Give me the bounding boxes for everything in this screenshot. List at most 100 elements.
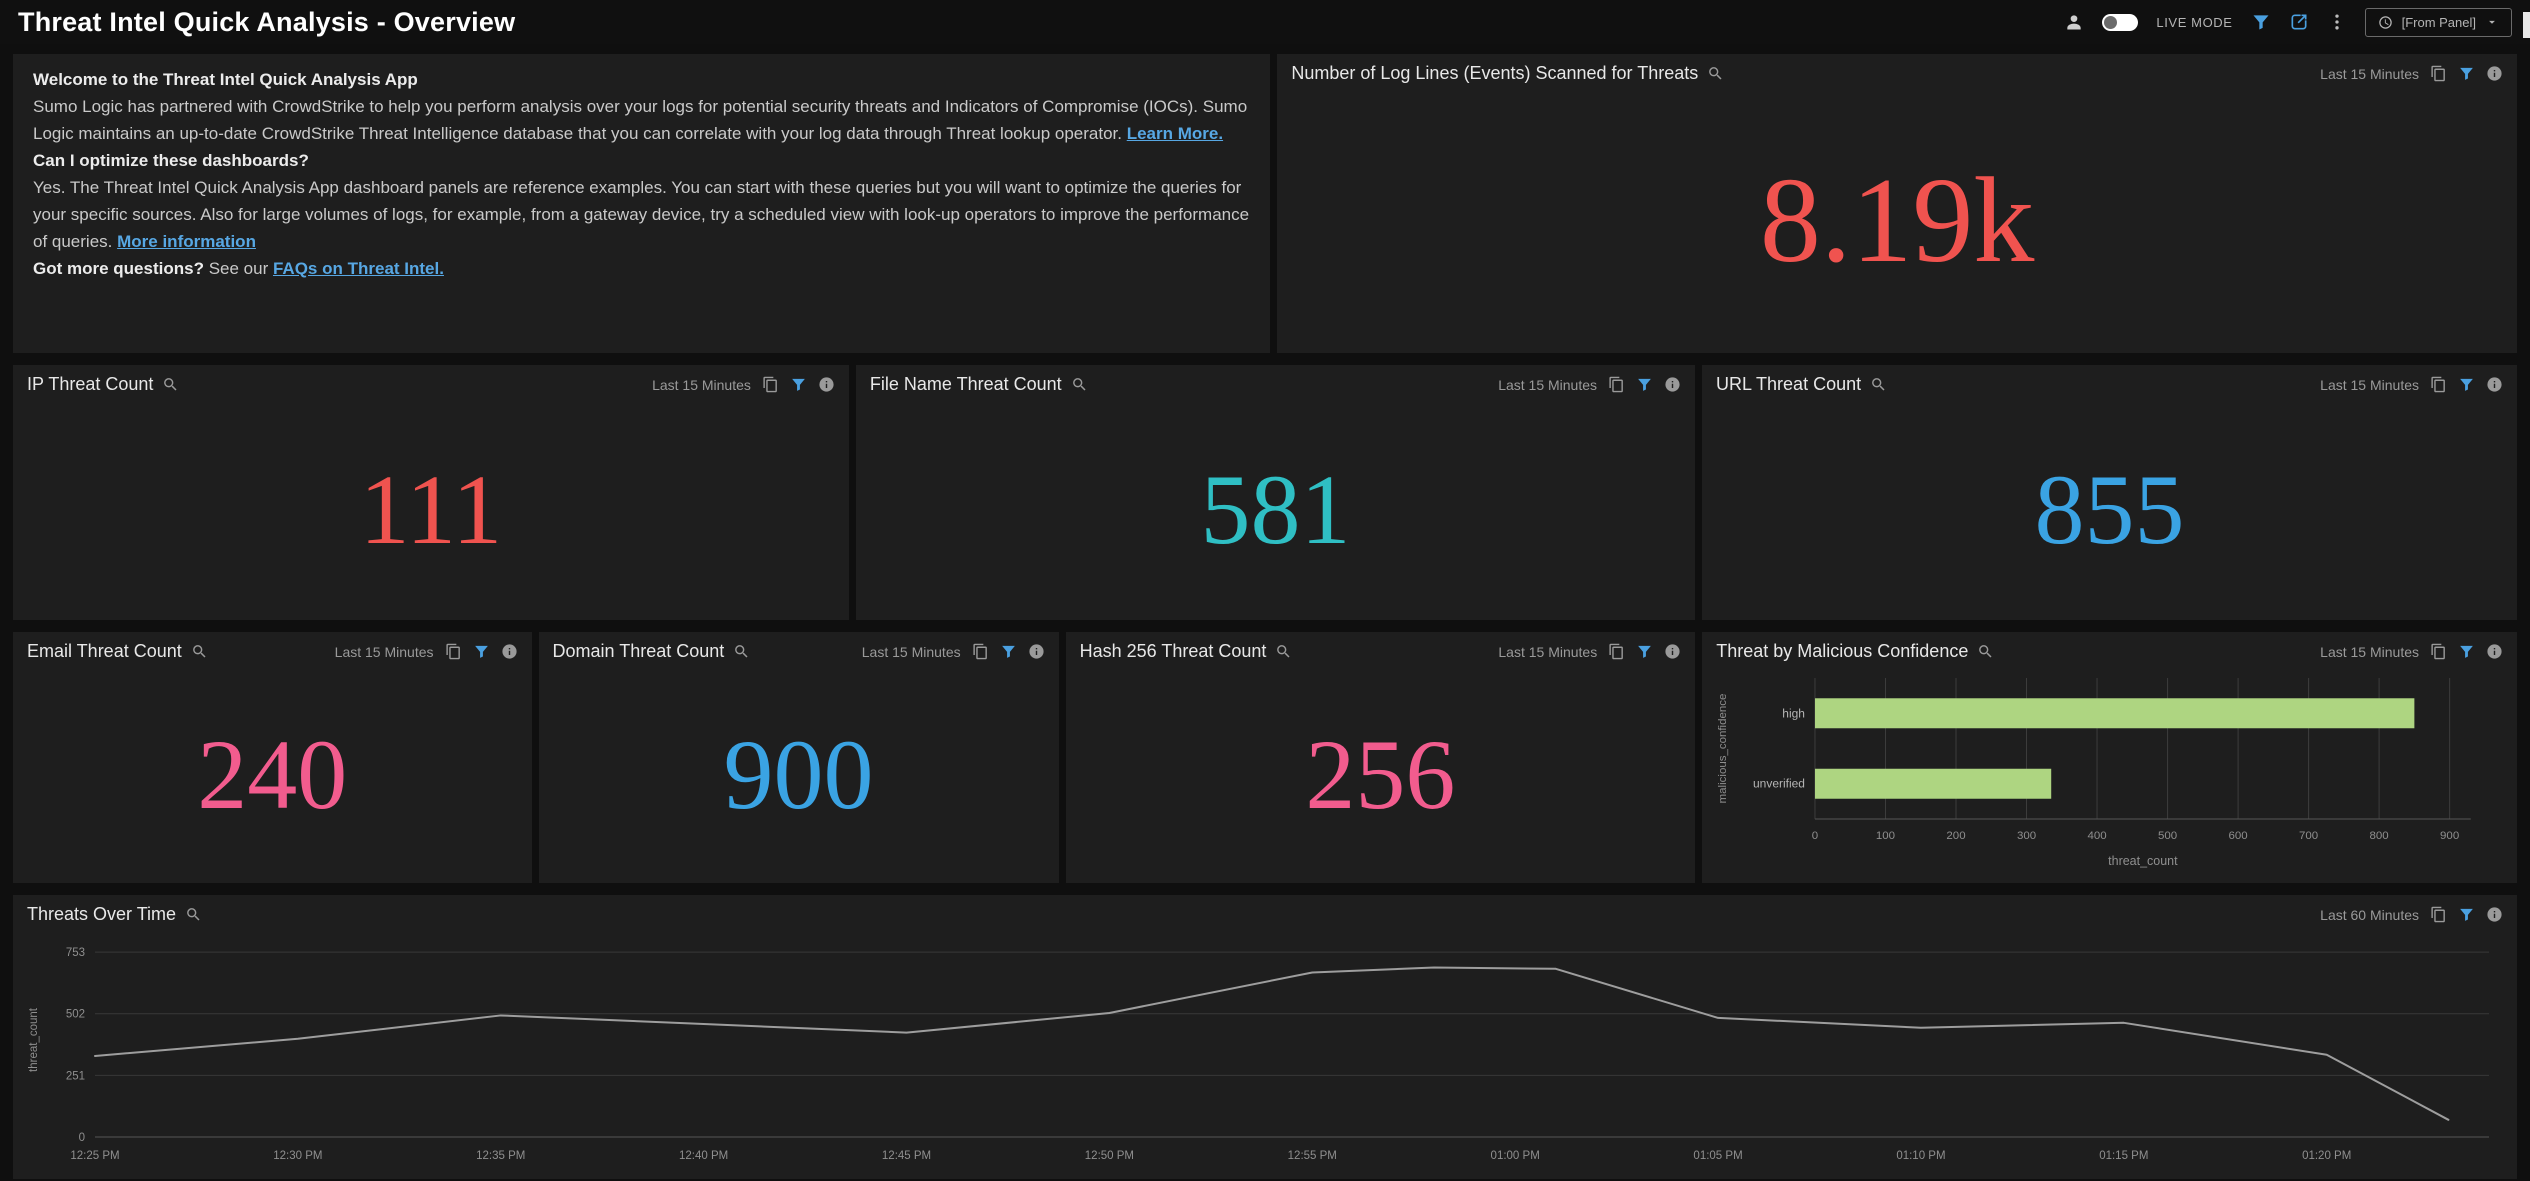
panel-time-range: Last 15 Minutes: [334, 643, 434, 660]
info-icon[interactable]: [2486, 376, 2503, 393]
zoom-icon[interactable]: [733, 643, 750, 660]
metric-value: 855: [2034, 453, 2185, 565]
filter-icon[interactable]: [2458, 65, 2475, 82]
filter-icon[interactable]: [473, 643, 490, 660]
svg-text:0: 0: [79, 1132, 85, 1144]
copy-icon[interactable]: [2430, 376, 2447, 393]
panel-file-name-threat-count: File Name Threat Count Last 15 Minutes 5…: [855, 365, 1696, 620]
svg-text:12:35 PM: 12:35 PM: [476, 1150, 525, 1162]
svg-text:12:55 PM: 12:55 PM: [1288, 1150, 1337, 1162]
zoom-icon[interactable]: [1275, 643, 1292, 660]
malicious-confidence-bar-chart: 0 100 200 300 400 500 600 700 800 900 threat_count…: [1717, 678, 2472, 868]
info-icon[interactable]: [1028, 643, 1045, 660]
svg-text:01:00 PM: 01:00 PM: [1491, 1150, 1540, 1162]
filter-icon[interactable]: [2458, 376, 2475, 393]
welcome-para-1: Sumo Logic has partnered with CrowdStrik…: [33, 97, 1248, 143]
zoom-icon[interactable]: [1870, 376, 1887, 393]
svg-text:753: 753: [66, 947, 85, 959]
info-icon[interactable]: [2486, 65, 2503, 82]
info-icon[interactable]: [501, 643, 518, 660]
live-mode-label: LIVE MODE: [2156, 14, 2233, 30]
svg-text:12:30 PM: 12:30 PM: [273, 1150, 322, 1162]
svg-text:01:20 PM: 01:20 PM: [2302, 1150, 2351, 1162]
svg-text:12:40 PM: 12:40 PM: [679, 1150, 728, 1162]
info-icon[interactable]: [2486, 906, 2503, 923]
info-icon[interactable]: [2486, 643, 2503, 660]
zoom-icon[interactable]: [185, 906, 202, 923]
svg-text:unverified: unverified: [1753, 777, 1805, 791]
filter-icon[interactable]: [2458, 643, 2475, 660]
filter-icon[interactable]: [1000, 643, 1017, 660]
copy-icon[interactable]: [2430, 65, 2447, 82]
caret-down-icon: [2485, 15, 2499, 29]
panel-domain-threat-count: Domain Threat Count Last 15 Minutes 900: [538, 632, 1059, 883]
svg-text:0: 0: [1812, 830, 1818, 842]
panel-title: File Name Threat Count: [869, 374, 1062, 394]
panel-title: Hash 256 Threat Count: [1079, 641, 1267, 661]
time-range-select[interactable]: [From Panel]: [2364, 7, 2512, 37]
zoom-icon[interactable]: [191, 643, 208, 660]
scrollbar-thumb[interactable]: [2523, 12, 2530, 38]
metric-value: 240: [197, 718, 348, 830]
metric-value: 900: [723, 718, 874, 830]
svg-text:01:15 PM: 01:15 PM: [2099, 1150, 2148, 1162]
dashboard: Welcome to the Threat Intel Quick Analys…: [0, 44, 2530, 1179]
filter-icon[interactable]: [2251, 12, 2271, 32]
zoom-icon[interactable]: [1977, 643, 1994, 660]
filter-icon[interactable]: [1636, 643, 1653, 660]
svg-text:threat_count: threat_count: [2108, 854, 2178, 868]
panel-time-range: Last 15 Minutes: [861, 643, 961, 660]
panel-time-range: Last 15 Minutes: [1498, 643, 1598, 660]
svg-text:700: 700: [2299, 830, 2318, 842]
svg-text:800: 800: [2370, 830, 2389, 842]
svg-text:502: 502: [66, 1009, 85, 1021]
zoom-icon[interactable]: [1071, 376, 1088, 393]
panel-welcome: Welcome to the Threat Intel Quick Analys…: [13, 54, 1271, 353]
svg-text:900: 900: [2440, 830, 2459, 842]
panel-title: Number of Log Lines (Events) Scanned for…: [1291, 63, 1699, 83]
svg-text:600: 600: [2229, 830, 2248, 842]
copy-icon[interactable]: [762, 376, 779, 393]
live-mode-toggle[interactable]: [2102, 13, 2139, 31]
copy-icon[interactable]: [2430, 643, 2447, 660]
svg-text:threat_count: threat_count: [28, 1007, 40, 1072]
copy-icon[interactable]: [1608, 376, 1625, 393]
time-range-value: [From Panel]: [2401, 14, 2476, 30]
zoom-icon[interactable]: [162, 376, 179, 393]
panel-time-range: Last 15 Minutes: [1498, 376, 1598, 393]
panel-title: Threats Over Time: [27, 904, 177, 924]
toggle-knob: [2104, 15, 2118, 29]
filter-icon[interactable]: [2458, 906, 2475, 923]
filter-icon[interactable]: [790, 376, 807, 393]
copy-icon[interactable]: [1608, 643, 1625, 660]
threats-over-time-line-chart: 0 251 502 753 12:25 PM 12:30 PM 12:35 PM 12:40 …: [28, 947, 2489, 1162]
panel-time-range: Last 15 Minutes: [2320, 643, 2419, 660]
header-controls: LIVE MODE [From Panel]: [2064, 7, 2512, 37]
panel-url-threat-count: URL Threat Count Last 15 Minutes 855: [1702, 365, 2517, 620]
copy-icon[interactable]: [445, 643, 462, 660]
panel-ip-threat-count: IP Threat Count Last 15 Minutes 111: [13, 365, 849, 620]
metric-value: 8.19k: [1759, 152, 2035, 288]
user-icon[interactable]: [2064, 12, 2084, 32]
more-information-link[interactable]: More information: [117, 232, 256, 251]
panel-title: Email Threat Count: [27, 641, 182, 661]
zoom-icon[interactable]: [1707, 65, 1724, 82]
info-icon[interactable]: [818, 376, 835, 393]
info-icon[interactable]: [1664, 643, 1681, 660]
welcome-para-2: Yes. The Threat Intel Quick Analysis App…: [33, 178, 1250, 251]
panel-threats-over-time: Threats Over Time Last 60 Minutes 0 251 50…: [13, 895, 2517, 1179]
more-options-icon[interactable]: [2327, 12, 2347, 32]
copy-icon[interactable]: [972, 643, 989, 660]
clock-icon: [2378, 15, 2393, 30]
info-icon[interactable]: [1664, 376, 1681, 393]
copy-icon[interactable]: [2430, 906, 2447, 923]
share-icon[interactable]: [2289, 12, 2309, 32]
faqs-link[interactable]: FAQs on Threat Intel.: [272, 259, 444, 278]
welcome-title: Welcome to the Threat Intel Quick Analys…: [33, 70, 418, 89]
metric-value: 111: [359, 453, 503, 565]
learn-more-link[interactable]: Learn More.: [1126, 124, 1224, 143]
panel-time-range: Last 15 Minutes: [652, 376, 751, 393]
filter-icon[interactable]: [1636, 376, 1653, 393]
svg-text:12:50 PM: 12:50 PM: [1085, 1150, 1134, 1162]
svg-text:251: 251: [66, 1070, 85, 1082]
